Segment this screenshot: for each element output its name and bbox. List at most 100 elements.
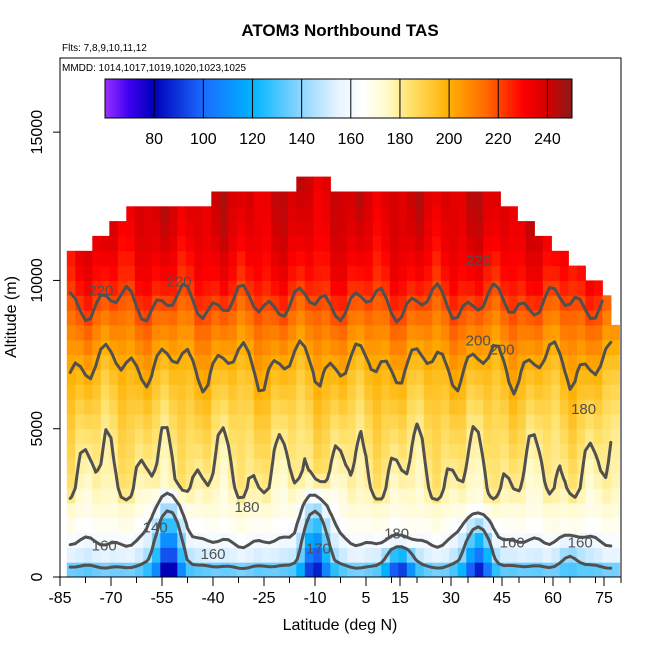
contour-200 — [68, 339, 613, 396]
heatmap-cell — [491, 310, 501, 326]
heatmap-cell — [92, 310, 102, 326]
heatmap-cell — [525, 473, 535, 489]
heatmap-cell — [83, 280, 93, 296]
heatmap-cell — [236, 473, 246, 489]
heatmap-cell — [66, 324, 76, 341]
heatmap-cell — [517, 502, 527, 519]
heatmap-cell — [338, 517, 348, 534]
contour-label: 220 — [166, 273, 191, 290]
heatmap-cell — [534, 295, 544, 311]
heatmap-cell — [262, 399, 272, 415]
heatmap-cell — [219, 384, 229, 400]
heatmap-cell — [211, 265, 221, 281]
heatmap-cell — [508, 339, 518, 356]
heatmap-cell — [126, 310, 136, 326]
heatmap-cell — [474, 384, 484, 400]
contour-160 — [68, 491, 613, 550]
heatmap-cell — [321, 443, 331, 459]
heatmap-cell — [585, 458, 595, 474]
heatmap-cell — [457, 458, 467, 474]
heatmap-cell — [92, 250, 102, 267]
heatmap-cell — [415, 384, 425, 400]
heatmap-cell — [219, 265, 229, 281]
heatmap-cell — [168, 502, 178, 519]
heatmap-cell — [245, 295, 255, 311]
heatmap-cell — [483, 339, 493, 356]
heatmap-cell — [389, 517, 399, 534]
heatmap-cell — [398, 206, 408, 222]
heatmap-cell — [372, 265, 382, 281]
heatmap-cell — [466, 473, 476, 489]
heatmap-cell — [160, 413, 170, 430]
heatmap-cell — [423, 295, 433, 311]
heatmap-cell — [457, 280, 467, 296]
heatmap-cell — [415, 221, 425, 237]
heatmap-cell — [585, 488, 595, 504]
heatmap-cell — [134, 324, 144, 341]
heatmap-cell — [364, 488, 374, 504]
heatmap-cell — [440, 413, 450, 430]
heatmap-cell — [66, 369, 76, 385]
heatmap-cell — [194, 265, 204, 281]
heatmap-cell — [559, 562, 569, 577]
heatmap-cell — [474, 324, 484, 341]
heatmap-cell — [279, 206, 289, 222]
heatmap-cell — [245, 235, 255, 252]
heatmap-cell — [593, 428, 603, 445]
heatmap-cell — [457, 310, 467, 326]
heatmap-cell — [321, 324, 331, 341]
heatmap-cell — [160, 428, 170, 445]
heatmap-cell — [83, 339, 93, 356]
heatmap-cell — [593, 562, 603, 577]
heatmap-cell — [160, 532, 170, 548]
heatmap-cell — [313, 399, 323, 415]
heatmap-cell — [143, 295, 153, 311]
colorbar-tick-label: 200 — [436, 131, 463, 148]
x-tick-label: 5 — [362, 590, 371, 607]
heatmap-cell — [168, 310, 178, 326]
heatmap-cell — [517, 339, 527, 356]
heatmap-cell — [508, 324, 518, 341]
heatmap-cell — [66, 502, 76, 519]
heatmap-cell — [542, 399, 552, 415]
heatmap-cell — [508, 517, 518, 534]
heatmap-cell — [330, 369, 340, 385]
heatmap-cell — [406, 354, 416, 370]
heatmap-cell — [585, 399, 595, 415]
heatmap-cell — [245, 221, 255, 237]
heatmap-cell — [194, 384, 204, 400]
heatmap-cell — [253, 221, 263, 237]
heatmap-cell — [185, 502, 195, 519]
heatmap-cell — [449, 369, 459, 385]
heatmap-cell — [168, 399, 178, 415]
heatmap-cell — [151, 399, 161, 415]
heatmap-cell — [151, 250, 161, 267]
heatmap-cell — [236, 250, 246, 267]
heatmap-cell — [372, 310, 382, 326]
heatmap-cell — [517, 562, 527, 577]
heatmap-cell — [415, 324, 425, 341]
heatmap-cell — [338, 265, 348, 281]
heatmap-cell — [117, 517, 127, 534]
heatmap-cell — [415, 443, 425, 459]
heatmap-cell — [568, 295, 578, 311]
heatmap-cell — [406, 562, 416, 577]
heatmap-cell — [559, 399, 569, 415]
heatmap-cell — [517, 413, 527, 430]
heatmap-cell — [304, 176, 314, 192]
heatmap-cell — [228, 532, 238, 548]
heatmap-cell — [228, 488, 238, 504]
heatmap-cell — [75, 339, 85, 356]
heatmap-cell — [534, 413, 544, 430]
heatmap-cell — [279, 488, 289, 504]
heatmap-cell — [457, 265, 467, 281]
heatmap-cell — [219, 354, 229, 370]
heatmap-cell — [534, 562, 544, 577]
heatmap-cell — [177, 517, 187, 534]
x-axis: -85 -70 -55 -40 -25 -10 5 15 30 45 60 75 — [48, 577, 622, 607]
heatmap-cell — [534, 310, 544, 326]
heatmap-cell — [449, 532, 459, 548]
heatmap-cell — [296, 295, 306, 311]
heatmap-cell — [194, 280, 204, 296]
